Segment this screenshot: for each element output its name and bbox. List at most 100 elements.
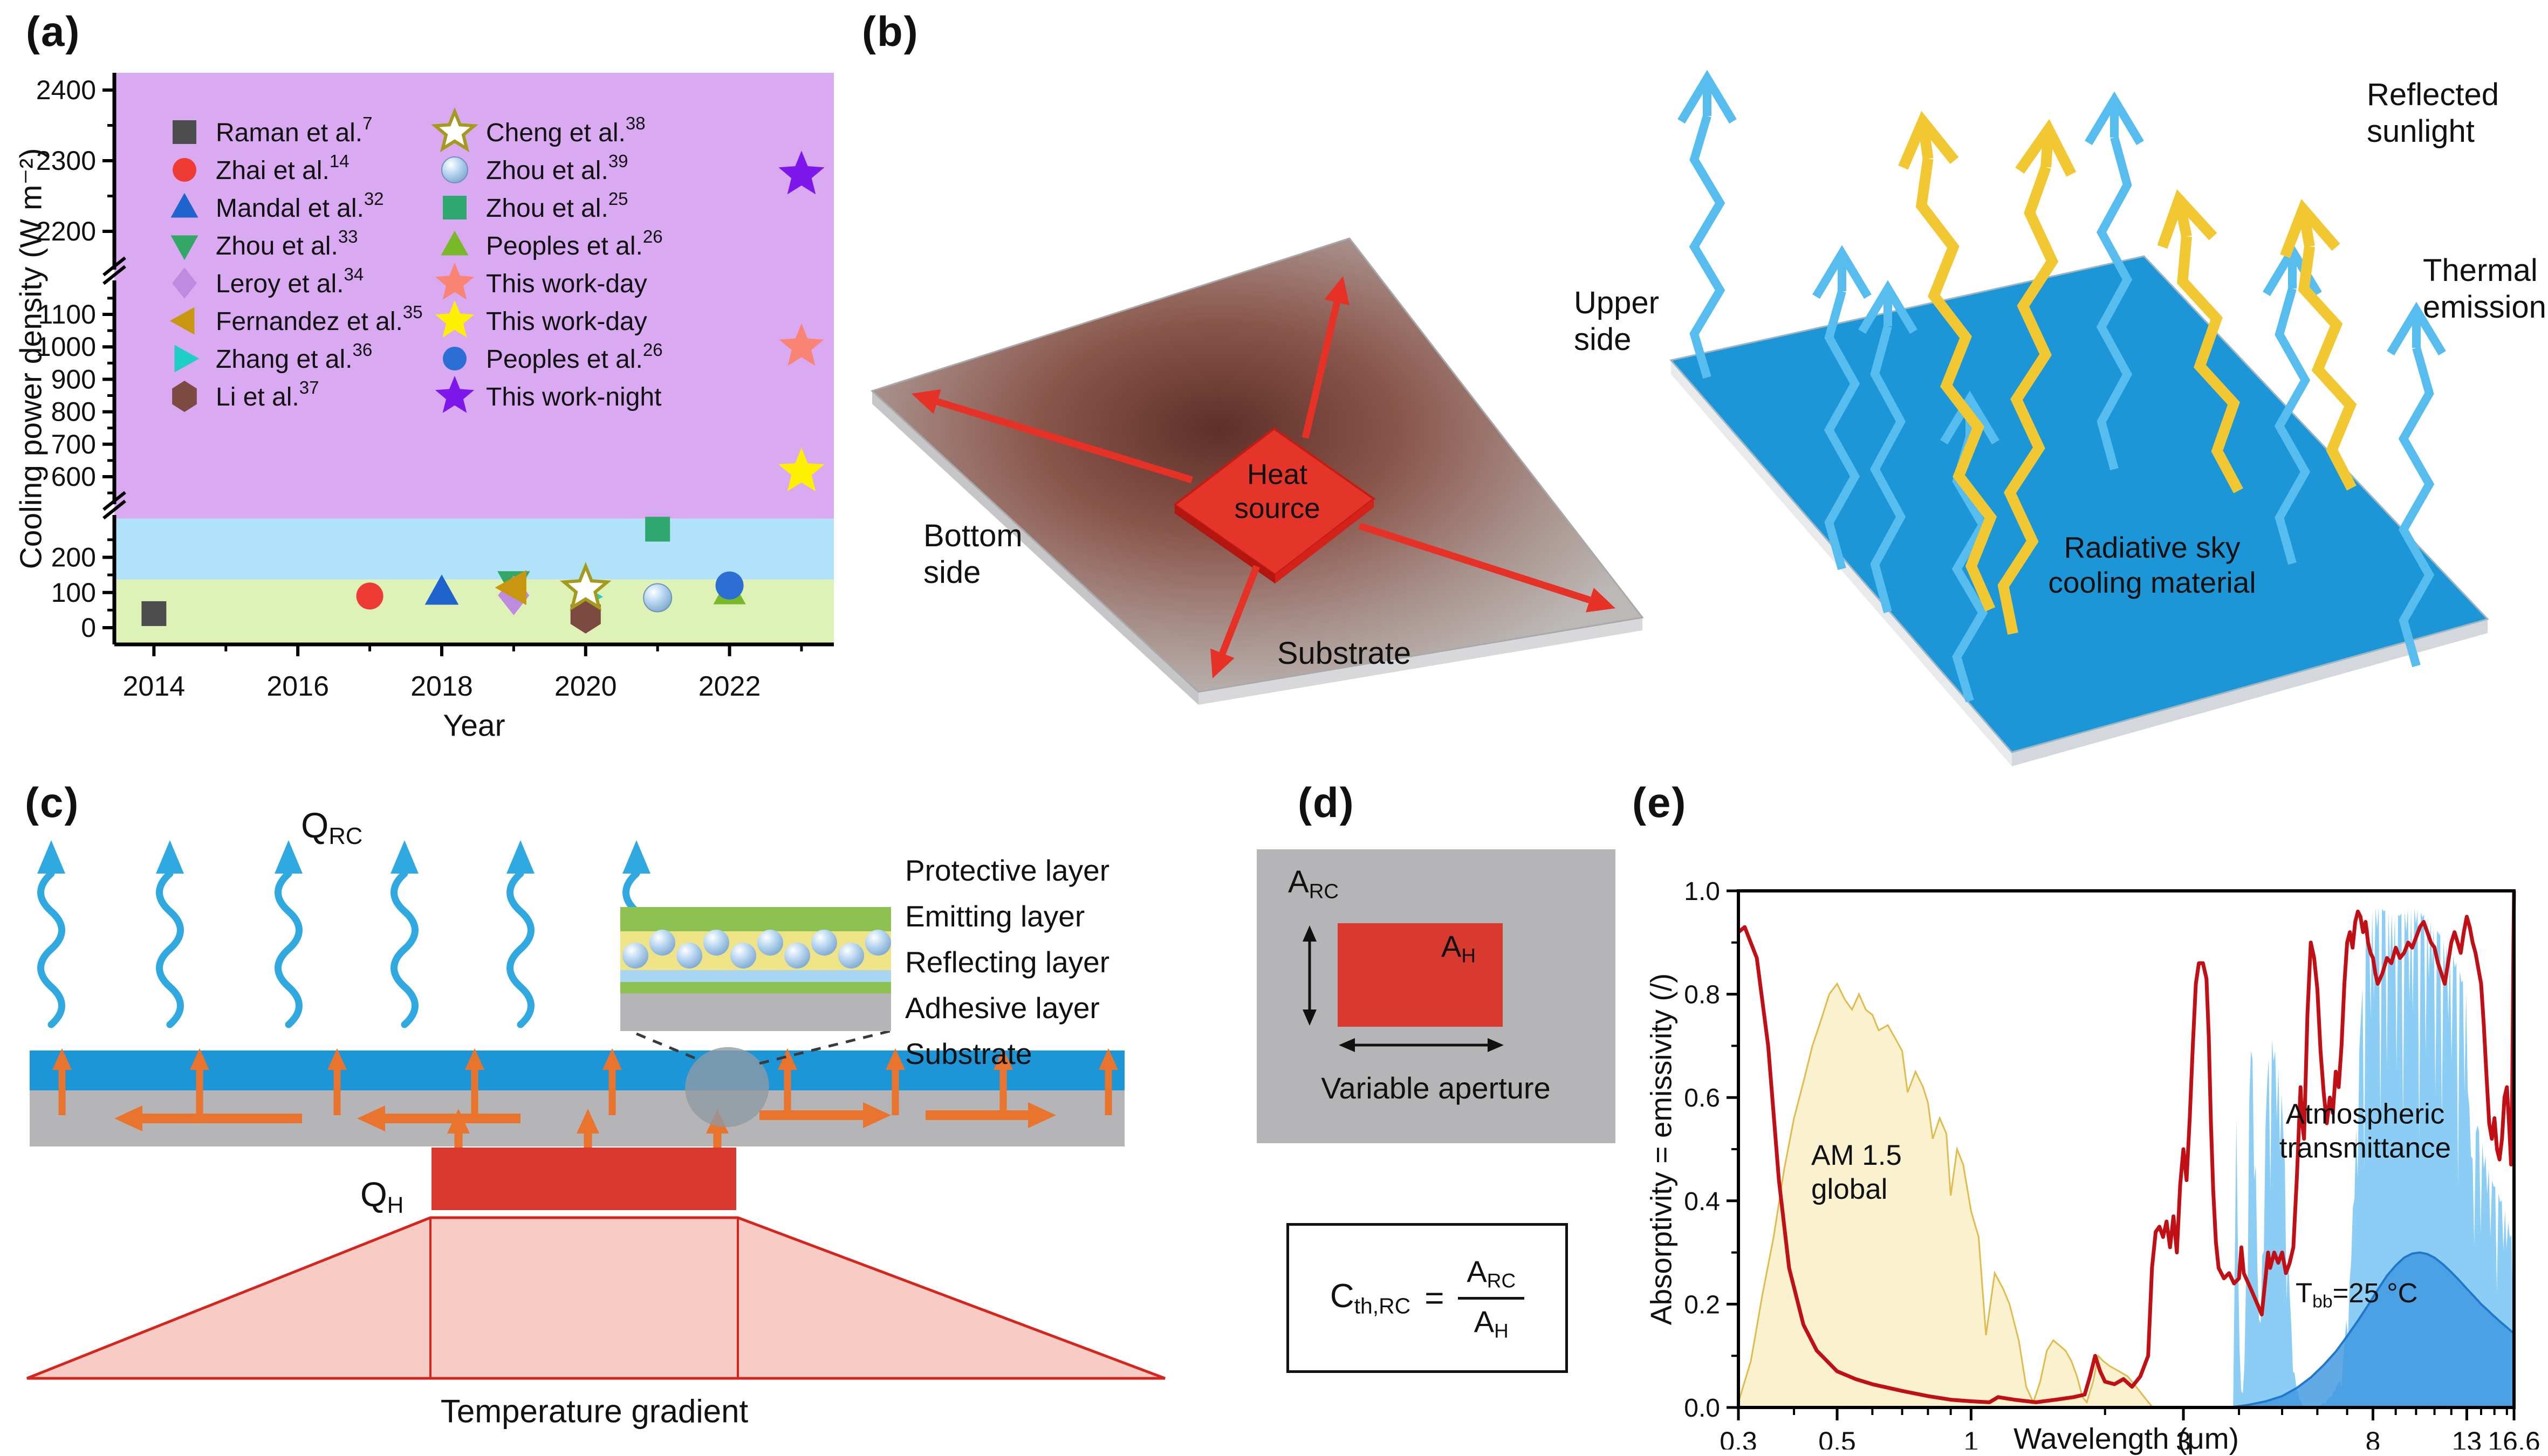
orange-arrow xyxy=(357,1105,520,1131)
am15-spectrum xyxy=(1737,982,2155,1409)
y-tick-label: 2400 xyxy=(36,75,96,105)
marker-sphere xyxy=(441,156,468,183)
e-x-tick-label: 13 xyxy=(2452,1426,2482,1450)
orange-arrow xyxy=(886,1048,905,1115)
thermal-wavy-arrow xyxy=(275,840,303,1028)
qrc-label: QRC xyxy=(301,805,363,850)
orange-arrow xyxy=(327,1048,347,1115)
y-tick-label: 1000 xyxy=(36,332,96,362)
scatter-point-this-work-night xyxy=(778,150,825,195)
band xyxy=(114,579,834,644)
heater-block xyxy=(431,1148,736,1210)
heat-source xyxy=(1173,427,1376,583)
marker-square xyxy=(173,120,196,144)
legend-label: Zhou et al.39 xyxy=(486,151,628,185)
cooler-film-bar xyxy=(30,1050,1125,1090)
e-x-tick-label: 1 xyxy=(1963,1426,1978,1450)
a-y-axis-title: Cooling power density (W m⁻²) xyxy=(13,148,49,569)
legend-label: This work-night xyxy=(486,383,661,411)
temperature-gradient-label: Temperature gradient xyxy=(440,1393,749,1430)
orange-arrow xyxy=(778,1048,797,1115)
background-bands xyxy=(114,73,834,644)
dimension-arrow xyxy=(1303,925,1317,1026)
scatter-point-cheng-et-al-38 xyxy=(560,562,612,611)
emitter-particle xyxy=(784,943,810,969)
orange-arrow xyxy=(759,1102,891,1128)
marker-star-open xyxy=(431,107,478,153)
cooling-plate xyxy=(1669,70,2489,766)
emitter-particle xyxy=(703,930,729,956)
legend: Raman et al.7 Zhai et al.14 Mandal et al.3… xyxy=(169,107,663,413)
layer-label-emitting-layer: Emitting layer xyxy=(905,899,1085,933)
magnifier-ellipse xyxy=(685,1047,769,1128)
e-y-tick-label: 0.4 xyxy=(1684,1187,1720,1216)
emitter-particle xyxy=(676,943,702,969)
blackbody-curve xyxy=(2229,1251,2515,1409)
panel-c-label: (c) xyxy=(25,779,80,826)
legend-label: Raman et al.7 xyxy=(216,113,373,147)
y-tick-label: 200 xyxy=(51,542,96,573)
thermal-emission-label: Thermal emission xyxy=(2423,253,2546,325)
orange-arrow xyxy=(926,1102,1056,1128)
thermal-emission-arrow xyxy=(1677,70,1737,379)
orange-arrow xyxy=(190,1048,209,1115)
e-x-tick-label: 0.3 xyxy=(1720,1426,1757,1450)
y-tick-label: 0 xyxy=(81,613,96,643)
emitter-particle xyxy=(757,930,783,956)
equation-fraction: ARC AH xyxy=(1458,1254,1525,1342)
am15-annotation: AM 1.5 global xyxy=(1811,1139,1902,1205)
thermal-wavy-arrow xyxy=(391,840,419,1028)
scatter-point-zhou-et-al-25 xyxy=(645,517,670,542)
panel-b-label: (b) xyxy=(862,8,919,55)
panel-d-label: (d) xyxy=(1298,779,1355,826)
orange-arrow xyxy=(1099,1048,1118,1115)
marker-hexagon xyxy=(172,380,197,413)
reflected-sunlight-arrow xyxy=(2157,189,2243,493)
emitter-particle xyxy=(622,943,648,969)
marker-star xyxy=(435,300,475,338)
substrate-plate xyxy=(871,237,1644,705)
marker-triangle-down xyxy=(170,235,198,260)
scatter-points xyxy=(141,150,825,634)
scatter-point-raman-et-al-7 xyxy=(141,601,167,626)
legend-label: Zhou et al.25 xyxy=(486,189,628,223)
reflected-sunlight-arrow xyxy=(2280,198,2357,491)
thermal-emission-arrow xyxy=(1812,245,1872,571)
ah-area xyxy=(1338,923,1503,1027)
e-y-tick-label: 0.0 xyxy=(1684,1394,1720,1423)
panel-e-chart: 0.00.20.40.60.81.00.3 0.5 1 3 8 13 16.6 xyxy=(1684,877,2540,1450)
orange-arrow xyxy=(465,1048,484,1115)
emitter-particle xyxy=(730,943,756,969)
marker-triangle-left xyxy=(169,307,195,335)
y-tick-label: 900 xyxy=(51,364,96,394)
bottom-side-label: Bottom side xyxy=(923,518,1023,590)
band xyxy=(114,518,834,580)
e-y-tick-label: 0.6 xyxy=(1684,1084,1720,1112)
scatter-point-mandal-et-al-32 xyxy=(424,574,459,605)
scatter-point-this-work-day xyxy=(778,448,825,492)
emitter-particle xyxy=(649,930,675,956)
legend-label: This work-day xyxy=(486,307,647,336)
legend-label: Fernandez et al.35 xyxy=(216,302,423,336)
heat-spread-arrow xyxy=(1302,276,1350,439)
marker-triangle-up xyxy=(170,193,198,218)
heat-spread-arrow xyxy=(1210,565,1261,678)
heat-spread-arrow xyxy=(1358,522,1615,613)
x-tick-label: 2018 xyxy=(410,671,473,702)
layer-label-substrate: Substrate xyxy=(905,1037,1032,1070)
tbb-annotation: Tbb=25 °C xyxy=(2296,1278,2418,1312)
e-x-tick-label: 0.5 xyxy=(1818,1426,1856,1450)
legend-label: Zhou et al.33 xyxy=(216,226,358,260)
panel-d-diagram xyxy=(1257,849,1615,1143)
temperature-gradient xyxy=(26,1216,1166,1380)
reflected-sunlight-arrow xyxy=(1997,119,2077,635)
marker-star xyxy=(435,262,475,300)
emitter-particle xyxy=(811,930,837,956)
marker-triangle-right xyxy=(174,345,200,373)
orange-arrow xyxy=(994,1048,1013,1115)
panel-c-diagram xyxy=(26,840,1166,1380)
reflected-sunlight-arrow xyxy=(1898,111,1997,612)
